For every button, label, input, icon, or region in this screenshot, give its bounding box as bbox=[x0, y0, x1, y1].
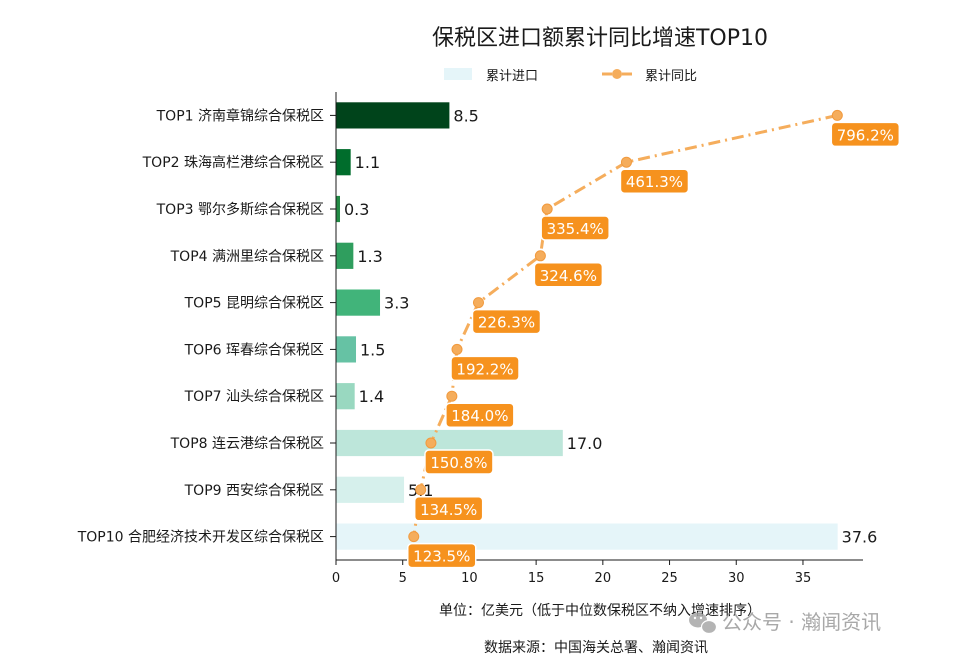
bar-value-label: 0.3 bbox=[344, 200, 369, 219]
bar bbox=[336, 242, 354, 269]
watermark: 公众号 · 瀚闻资讯 bbox=[689, 610, 881, 635]
growth-label-box bbox=[424, 449, 494, 475]
bar-value-label: 37.6 bbox=[842, 528, 878, 547]
growth-point bbox=[541, 203, 553, 215]
legend-swatch-bar bbox=[444, 68, 472, 80]
legend: 累计进口 累计同比 bbox=[444, 68, 697, 84]
category-labels: TOP1 济南章锦综合保税区 TOP2 珠海高栏港综合保税区 TOP3 鄂尔多斯综合… bbox=[77, 107, 336, 546]
category-label: TOP1 济南章锦综合保税区 bbox=[156, 107, 324, 124]
growth-point bbox=[534, 250, 546, 262]
growth-point bbox=[415, 484, 427, 496]
x-tick-label: 0 bbox=[332, 571, 340, 586]
watermark-text: 公众号 · 瀚闻资讯 bbox=[722, 610, 881, 634]
category-label: TOP9 西安综合保税区 bbox=[184, 483, 324, 499]
growth-point bbox=[446, 390, 458, 402]
bar bbox=[336, 476, 405, 503]
growth-label: 461.3% bbox=[626, 173, 683, 191]
category-label: TOP5 昆明综合保税区 bbox=[184, 296, 324, 312]
growth-label: 335.4% bbox=[547, 220, 604, 238]
bar bbox=[336, 336, 357, 363]
growth-label-box bbox=[445, 402, 515, 428]
legend-marker bbox=[612, 69, 622, 79]
x-tick-label: 10 bbox=[461, 571, 478, 586]
x-tick-label: 20 bbox=[595, 571, 612, 586]
bar-value-label: 1.4 bbox=[359, 387, 384, 406]
category-label: TOP2 珠海高栏港综合保税区 bbox=[142, 154, 324, 171]
growth-label-box bbox=[619, 168, 690, 194]
growth-label-box bbox=[450, 355, 520, 382]
growth-point bbox=[620, 156, 632, 168]
category-label: TOP6 珲春综合保税区 bbox=[184, 342, 324, 358]
growth-point bbox=[472, 297, 484, 309]
bar-value-label: 1.5 bbox=[360, 340, 385, 359]
wechat-icon bbox=[689, 612, 718, 635]
bar-value-label: 3.3 bbox=[384, 294, 409, 313]
source-note: 数据来源：中国海关总署、瀚闻资讯 bbox=[484, 640, 708, 656]
x-tick-label: 35 bbox=[795, 571, 812, 586]
x-tick-label: 25 bbox=[661, 571, 678, 586]
bar bbox=[336, 383, 355, 410]
bar bbox=[336, 102, 450, 129]
growth-label: 150.8% bbox=[430, 454, 487, 472]
growth-label-box bbox=[407, 542, 477, 569]
growth-point bbox=[408, 531, 420, 543]
growth-point bbox=[451, 343, 463, 355]
growth-point bbox=[425, 437, 437, 449]
growth-label: 796.2% bbox=[837, 126, 894, 144]
legend-label-line: 累计同比 bbox=[645, 69, 697, 84]
x-tick-label: 15 bbox=[528, 571, 545, 586]
category-label: TOP10 合肥经济技术开发区综合保税区 bbox=[77, 530, 324, 546]
growth-line-group: 796.2% 461.3% 335.4% 324.6% 226.3% 192.2% 184.… bbox=[407, 109, 901, 569]
growth-label: 324.6% bbox=[540, 267, 597, 285]
growth-label: 184.0% bbox=[451, 407, 508, 425]
growth-label: 226.3% bbox=[478, 314, 535, 332]
growth-label: 192.2% bbox=[456, 360, 513, 378]
bar bbox=[336, 289, 381, 316]
bar bbox=[336, 149, 351, 176]
bar-value-label: 17.0 bbox=[567, 434, 603, 453]
unit-note: 单位：亿美元（低于中位数保税区不纳入增速排序） bbox=[439, 603, 761, 619]
growth-label-box bbox=[540, 215, 610, 241]
bar-value-label: 1.1 bbox=[355, 153, 380, 172]
growth-label-box bbox=[471, 308, 542, 335]
x-tick-label: 30 bbox=[728, 571, 745, 586]
growth-label-box bbox=[413, 496, 484, 522]
category-label: TOP4 满洲里综合保税区 bbox=[170, 249, 324, 265]
growth-label-box bbox=[533, 262, 604, 288]
bar-value-label: 1.3 bbox=[357, 247, 382, 266]
growth-label: 134.5% bbox=[420, 501, 477, 519]
chart-title: 保税区进口额累计同比增速TOP10 bbox=[432, 26, 768, 51]
category-label: TOP3 鄂尔多斯综合保税区 bbox=[156, 201, 324, 218]
growth-point bbox=[831, 109, 843, 121]
category-label: TOP8 连云港综合保税区 bbox=[170, 436, 324, 452]
growth-label: 123.5% bbox=[413, 548, 470, 566]
x-axis: 0 5 10 15 20 25 30 35 bbox=[332, 92, 863, 586]
bars-group: 8.51.10.31.33.31.51.417.05.137.6 bbox=[336, 102, 878, 550]
legend-label-bar: 累计进口 bbox=[486, 69, 538, 84]
x-tick-label: 5 bbox=[399, 571, 407, 586]
growth-label-box bbox=[830, 121, 901, 148]
bar-value-label: 8.5 bbox=[453, 106, 478, 125]
bar bbox=[336, 195, 341, 223]
category-label: TOP7 汕头综合保税区 bbox=[184, 389, 324, 405]
